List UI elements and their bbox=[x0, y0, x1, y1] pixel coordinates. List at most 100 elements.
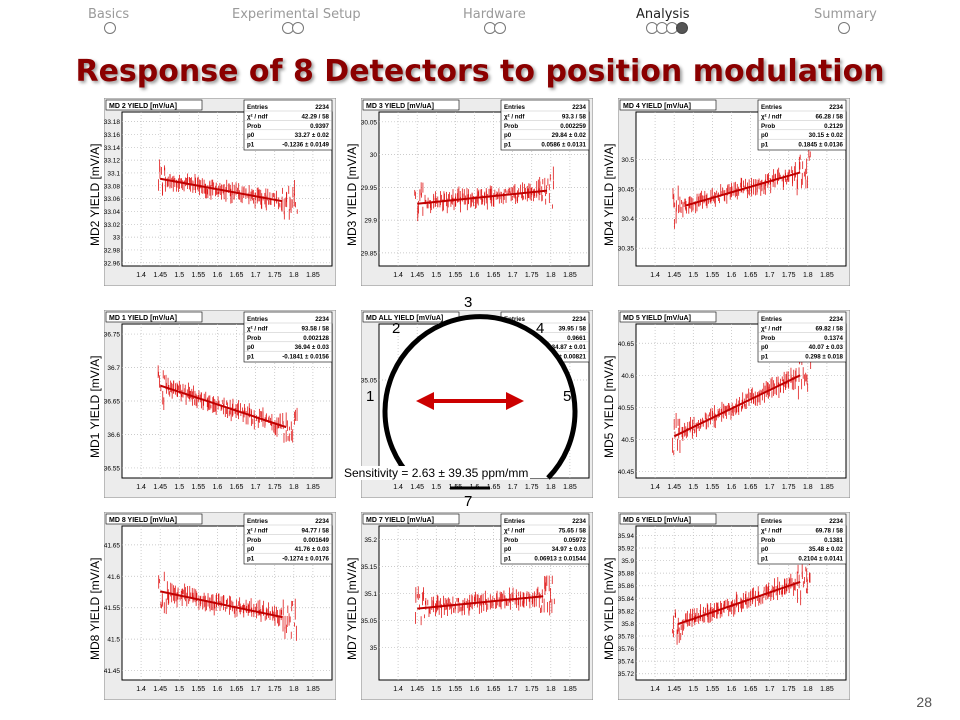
y-tick-label: 33.02 bbox=[104, 222, 120, 229]
x-tick-label: 1.75 bbox=[525, 484, 539, 491]
stats-value: 2234 bbox=[829, 518, 843, 525]
nav-item-hardware[interactable]: Hardware bbox=[463, 7, 526, 22]
stats-value: 0.0586 ± 0.0131 bbox=[541, 142, 586, 149]
stats-key: Entries bbox=[761, 518, 783, 525]
nav-item-summary[interactable]: Summary bbox=[814, 7, 877, 22]
x-tick-label: 1.45 bbox=[667, 272, 681, 279]
plot-title: MD 5 YIELD [mV/uA] bbox=[623, 315, 691, 322]
stats-value: -0.1236 ± 0.0149 bbox=[282, 142, 329, 149]
nav-item-basics[interactable]: Basics bbox=[88, 7, 130, 22]
x-tick-label: 1.5 bbox=[431, 686, 441, 693]
x-tick-label: 1.8 bbox=[803, 272, 813, 279]
x-tick-label: 1.65 bbox=[487, 484, 501, 491]
stats-key: p0 bbox=[247, 344, 255, 351]
x-tick-label: 1.65 bbox=[230, 484, 244, 491]
stats-key: Entries bbox=[247, 316, 269, 323]
stats-value: -0.1274 ± 0.0176 bbox=[282, 556, 329, 563]
nav-progress-dot[interactable] bbox=[838, 22, 850, 34]
stats-value: 2234 bbox=[829, 104, 843, 111]
detector-label-5: 5 bbox=[563, 388, 572, 405]
y-tick-label: 36.65 bbox=[104, 399, 120, 406]
arrow-head-right bbox=[506, 392, 524, 410]
fit-line bbox=[677, 580, 801, 626]
x-tick-label: 1.7 bbox=[508, 484, 518, 491]
x-tick-label: 1.4 bbox=[393, 484, 403, 491]
x-tick-label: 1.7 bbox=[251, 686, 261, 693]
stats-value: -0.1841 ± 0.0156 bbox=[282, 354, 329, 361]
y-tick-label: 41.65 bbox=[104, 542, 120, 549]
stats-key: χ² / ndf bbox=[504, 527, 525, 534]
y-axis-label: MD7 YIELD [mV/A] bbox=[345, 557, 359, 660]
x-tick-label: 1.55 bbox=[449, 686, 463, 693]
nav-progress-dot[interactable] bbox=[676, 22, 688, 34]
x-tick-label: 1.6 bbox=[213, 272, 223, 279]
x-tick-label: 1.45 bbox=[410, 272, 424, 279]
x-tick-label: 1.55 bbox=[706, 686, 720, 693]
x-tick-label: 1.45 bbox=[410, 484, 424, 491]
plot-md8: 1.4 1.45 1.5 1.55 1.6 1.65 1.7 1.75 1.8 1.85 41.45… bbox=[104, 512, 336, 700]
stats-value: 42.29 / 58 bbox=[301, 113, 329, 120]
x-tick-label: 1.75 bbox=[782, 686, 796, 693]
stats-value: 2234 bbox=[572, 316, 586, 323]
stats-value: 2234 bbox=[315, 518, 329, 525]
nav-item-analysis[interactable]: Analysis bbox=[636, 7, 690, 22]
y-tick-label: 40.6 bbox=[621, 373, 634, 380]
stats-value: 35.48 ± 0.02 bbox=[809, 546, 844, 553]
stats-key: p0 bbox=[761, 344, 769, 351]
x-tick-label: 1.8 bbox=[289, 484, 299, 491]
stats-value: 94.77 / 58 bbox=[301, 527, 329, 534]
fit-line bbox=[159, 590, 283, 619]
plot-title-box bbox=[619, 311, 717, 323]
nav-progress-dot[interactable] bbox=[292, 22, 304, 34]
x-tick-label: 1.8 bbox=[803, 484, 813, 491]
y-tick-label: 36.75 bbox=[104, 332, 120, 339]
stats-key: p0 bbox=[761, 132, 769, 139]
stats-box bbox=[500, 513, 590, 565]
stats-key: Prob bbox=[247, 123, 261, 130]
stats-key: p0 bbox=[504, 546, 512, 553]
x-tick-label: 1.75 bbox=[268, 686, 282, 693]
x-tick-label: 1.8 bbox=[546, 484, 556, 491]
stats-value: 39.95 / 58 bbox=[558, 325, 586, 332]
fit-line bbox=[417, 189, 548, 205]
plot-title-box bbox=[105, 513, 203, 525]
stats-key: Prob bbox=[761, 123, 775, 130]
detector-label-4: 4 bbox=[536, 320, 545, 337]
x-tick-label: 1.7 bbox=[765, 686, 775, 693]
x-tick-label: 1.85 bbox=[306, 484, 320, 491]
x-tick-label: 1.6 bbox=[470, 686, 480, 693]
detector-label-7: 7 bbox=[464, 493, 473, 510]
stats-box bbox=[757, 311, 847, 363]
stats-value: 0.2129 bbox=[824, 123, 843, 130]
stats-key: Entries bbox=[247, 104, 269, 111]
y-tick-label: 35.84 bbox=[618, 596, 634, 603]
x-tick-label: 1.4 bbox=[136, 686, 146, 693]
y-tick-label: 30.35 bbox=[618, 246, 634, 253]
x-tick-label: 1.5 bbox=[688, 686, 698, 693]
y-tick-label: 35 bbox=[370, 645, 378, 652]
stats-value: 34.87 ± 0.01 bbox=[552, 344, 587, 351]
stats-key: p1 bbox=[761, 556, 769, 563]
stats-key: Entries bbox=[504, 316, 526, 323]
x-tick-label: 1.5 bbox=[688, 484, 698, 491]
x-tick-label: 1.5 bbox=[688, 272, 698, 279]
nav-item-experimental-setup[interactable]: Experimental Setup bbox=[232, 7, 361, 22]
stats-key: p1 bbox=[504, 142, 512, 149]
x-tick-label: 1.4 bbox=[650, 484, 660, 491]
x-tick-label: 1.85 bbox=[563, 686, 577, 693]
x-tick-label: 1.75 bbox=[782, 272, 796, 279]
y-axis-label: MD8 YIELD [mV/A] bbox=[88, 557, 102, 660]
stats-key: Prob bbox=[761, 537, 775, 544]
x-tick-label: 1.5 bbox=[174, 686, 184, 693]
stats-value: 0.1845 ± 0.0136 bbox=[798, 142, 843, 149]
nav-progress-dot[interactable] bbox=[494, 22, 506, 34]
detector-label-2: 2 bbox=[392, 320, 401, 337]
y-tick-label: 33.18 bbox=[104, 119, 120, 126]
plot-md5: 1.4 1.45 1.5 1.55 1.6 1.65 1.7 1.75 1.8 1.85 40.45… bbox=[618, 310, 850, 498]
stats-box bbox=[757, 513, 847, 565]
sensitivity-label: Sensitivity = 2.63 ± 39.35 ppm/mm bbox=[342, 466, 531, 480]
stats-key: p1 bbox=[247, 142, 255, 149]
y-tick-label: 30.4 bbox=[621, 216, 634, 223]
nav-progress-dot[interactable] bbox=[104, 22, 116, 34]
x-tick-label: 1.8 bbox=[546, 272, 556, 279]
